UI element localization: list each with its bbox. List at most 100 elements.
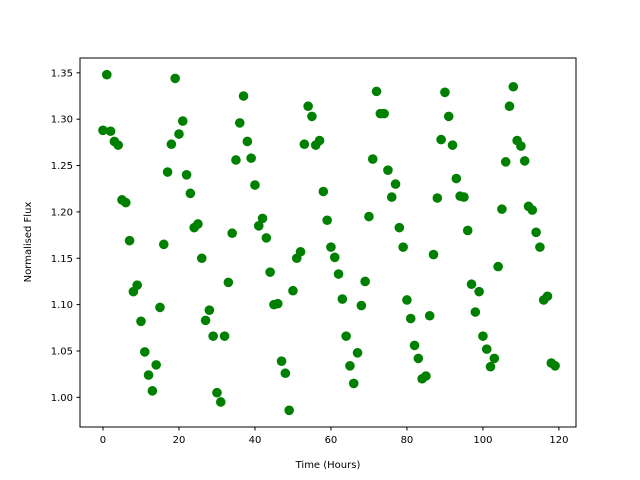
data-point <box>113 140 123 150</box>
data-point <box>493 261 503 272</box>
data-point <box>295 246 306 257</box>
data-point <box>542 291 553 302</box>
data-point <box>132 280 142 290</box>
data-point <box>333 269 344 279</box>
data-point <box>329 252 340 263</box>
data-point <box>174 129 184 139</box>
data-point <box>402 295 412 305</box>
data-point <box>436 134 446 145</box>
data-point <box>280 368 291 379</box>
data-point <box>246 153 256 163</box>
data-point <box>250 180 260 190</box>
data-point <box>383 165 393 175</box>
y-tick-label: 1.10 <box>51 300 73 311</box>
y-tick-label: 1.00 <box>51 393 73 404</box>
data-point <box>166 139 177 150</box>
data-point <box>470 307 481 317</box>
data-point <box>345 361 355 371</box>
data-point <box>124 235 135 246</box>
data-point <box>386 192 397 202</box>
data-point <box>177 116 188 126</box>
data-point <box>276 356 287 366</box>
data-point <box>215 397 226 407</box>
data-point <box>284 405 294 416</box>
data-point <box>379 108 389 119</box>
data-point <box>481 344 492 354</box>
data-point <box>147 386 158 396</box>
data-point <box>459 192 469 202</box>
y-tick-label: 1.05 <box>51 346 73 357</box>
data-point <box>253 221 264 231</box>
data-point <box>424 310 435 321</box>
data-point <box>204 305 215 315</box>
data-point <box>261 233 272 243</box>
data-point <box>257 213 268 224</box>
data-point <box>196 253 207 264</box>
data-point <box>158 239 169 250</box>
x-axis: 0 20 40 60 80 100 120 <box>100 427 568 446</box>
data-point <box>360 276 370 287</box>
data-point <box>527 205 538 215</box>
data-point <box>352 348 363 358</box>
data-point <box>337 294 348 304</box>
x-tick-label: 100 <box>473 435 492 446</box>
data-point <box>413 353 424 364</box>
data-point <box>162 167 173 177</box>
y-axis: 1.00 1.05 1.10 1.15 1.20 1.25 1.30 1.35 <box>51 68 80 404</box>
data-point <box>398 242 408 252</box>
data-point <box>451 173 462 184</box>
points-layer <box>98 69 560 416</box>
data-point <box>238 91 249 101</box>
data-point <box>428 249 439 260</box>
data-point <box>170 73 180 84</box>
data-point <box>208 331 218 341</box>
x-tick-label: 80 <box>401 435 414 446</box>
data-point <box>390 179 401 189</box>
data-point <box>447 140 458 150</box>
data-point <box>242 136 253 147</box>
data-point <box>322 215 332 226</box>
data-point <box>364 211 374 222</box>
data-point <box>303 101 313 112</box>
data-point <box>212 387 222 398</box>
data-point <box>307 111 317 122</box>
x-tick-label: 40 <box>249 435 262 446</box>
y-tick-label: 1.35 <box>51 68 73 79</box>
data-point <box>500 157 511 167</box>
data-point <box>105 126 116 137</box>
data-point <box>223 277 234 288</box>
data-point <box>155 302 165 313</box>
data-point <box>462 225 473 236</box>
data-point <box>151 360 161 370</box>
data-point <box>371 86 382 97</box>
x-tick-label: 0 <box>100 435 106 446</box>
data-point <box>421 371 431 381</box>
data-point <box>200 315 211 326</box>
data-point <box>466 279 477 290</box>
data-point <box>101 69 112 80</box>
data-point <box>120 197 131 208</box>
data-point <box>409 340 420 351</box>
data-point <box>185 188 196 199</box>
data-point <box>227 228 237 239</box>
data-point <box>356 300 367 311</box>
data-point <box>265 267 275 277</box>
x-tick-label: 120 <box>549 435 568 446</box>
data-point <box>443 111 454 122</box>
data-point <box>432 193 443 203</box>
data-point <box>98 125 108 136</box>
x-axis-label: Time (Hours) <box>295 460 361 471</box>
y-tick-label: 1.15 <box>51 254 73 265</box>
data-point <box>504 101 515 112</box>
data-point <box>272 298 283 309</box>
y-tick-label: 1.25 <box>51 161 73 172</box>
data-point <box>234 118 245 128</box>
data-point <box>519 156 530 166</box>
data-point <box>139 347 150 357</box>
y-tick-label: 1.30 <box>51 115 73 126</box>
data-point <box>474 286 484 297</box>
data-point <box>299 139 310 150</box>
data-point <box>193 219 203 229</box>
data-point <box>288 285 298 296</box>
